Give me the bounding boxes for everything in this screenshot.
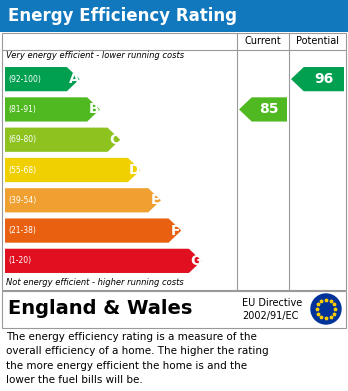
Circle shape: [311, 294, 341, 324]
Text: Potential: Potential: [296, 36, 339, 46]
Text: (92-100): (92-100): [8, 75, 41, 84]
Text: G: G: [190, 254, 201, 268]
Bar: [0, 0, 348, 32]
Text: (39-54): (39-54): [8, 196, 36, 205]
Bar: [2, 33, 346, 290]
Text: Not energy efficient - higher running costs: Not energy efficient - higher running co…: [6, 278, 184, 287]
Text: (69-80): (69-80): [8, 135, 36, 144]
Text: (55-68): (55-68): [8, 165, 36, 174]
Text: E: E: [150, 193, 160, 207]
Text: EU Directive: EU Directive: [242, 298, 302, 308]
Text: F: F: [171, 224, 180, 238]
Text: (81-91): (81-91): [8, 105, 36, 114]
Text: D: D: [129, 163, 141, 177]
Polygon shape: [5, 127, 120, 152]
Polygon shape: [5, 188, 161, 212]
Text: 96: 96: [314, 72, 333, 86]
Text: (1-20): (1-20): [8, 256, 31, 265]
Bar: [2, 291, 346, 328]
Text: 85: 85: [260, 102, 279, 117]
Text: (21-38): (21-38): [8, 226, 36, 235]
Text: Current: Current: [245, 36, 282, 46]
Polygon shape: [5, 219, 181, 243]
Polygon shape: [5, 158, 141, 182]
Text: 2002/91/EC: 2002/91/EC: [242, 311, 298, 321]
Polygon shape: [291, 67, 344, 91]
Text: England & Wales: England & Wales: [8, 300, 192, 319]
Text: Very energy efficient - lower running costs: Very energy efficient - lower running co…: [6, 51, 184, 60]
Text: B: B: [89, 102, 100, 117]
Polygon shape: [5, 97, 100, 122]
Polygon shape: [239, 97, 287, 122]
Text: Energy Efficiency Rating: Energy Efficiency Rating: [8, 7, 237, 25]
Polygon shape: [5, 249, 201, 273]
Text: The energy efficiency rating is a measure of the
overall efficiency of a home. T: The energy efficiency rating is a measur…: [6, 332, 269, 385]
Polygon shape: [5, 67, 80, 91]
Text: A: A: [69, 72, 79, 86]
Text: C: C: [109, 133, 120, 147]
